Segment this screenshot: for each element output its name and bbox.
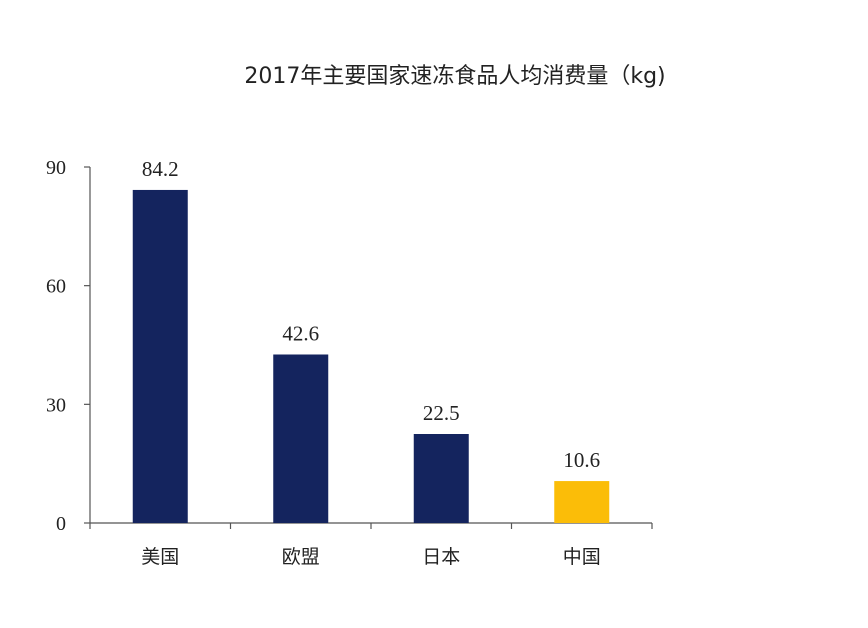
category-labels: 美国 欧盟 日本 中国 <box>141 546 601 568</box>
y-tick-label: 90 <box>46 157 66 179</box>
data-label: 84.2 <box>142 157 179 181</box>
data-labels: 84.2 42.6 22.5 10.6 <box>142 157 600 472</box>
category-label: 美国 <box>141 546 179 568</box>
data-label: 22.5 <box>423 401 460 425</box>
category-label: 欧盟 <box>282 546 320 568</box>
category-label: 日本 <box>422 546 460 568</box>
bar <box>413 434 469 523</box>
y-axis: 0 30 60 90 <box>46 157 91 535</box>
category-label: 中国 <box>563 546 601 568</box>
x-axis <box>89 522 653 529</box>
y-tick-label: 60 <box>46 276 66 298</box>
bars <box>132 189 610 524</box>
y-tick-label: 0 <box>56 513 66 535</box>
y-tick-label: 30 <box>46 394 66 416</box>
data-label: 42.6 <box>282 321 319 345</box>
data-label: 10.6 <box>563 448 600 472</box>
chart-title: 2017年主要国家速冻食品人均消费量（kg) <box>244 64 665 89</box>
bar <box>273 354 329 523</box>
bar <box>554 481 610 523</box>
bar <box>132 189 188 524</box>
